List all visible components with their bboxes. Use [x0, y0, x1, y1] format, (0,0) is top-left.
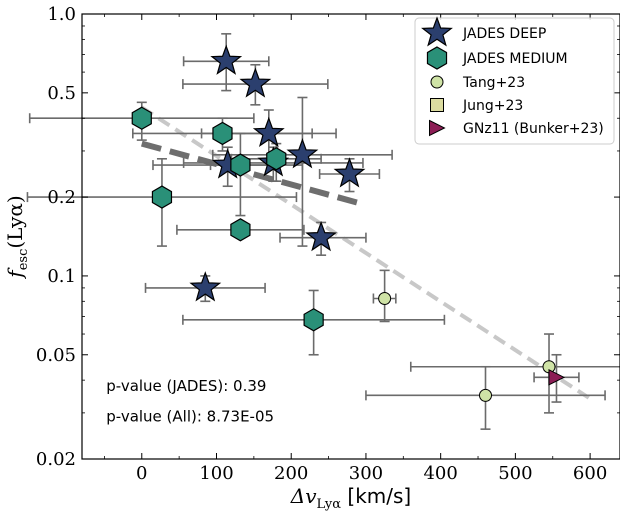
y-axis-label: fesc(Lyα)	[3, 195, 31, 279]
annotations: p-value (JADES): 0.39 p-value (All): 8.7…	[106, 377, 274, 426]
x-label-unit: [km/s]	[341, 484, 411, 508]
data-point-star	[189, 271, 222, 302]
y-label-sub: esc	[16, 249, 31, 271]
legend-label: JADES DEEP	[462, 26, 546, 42]
fit-lines	[140, 105, 592, 401]
annotation-pvalue-all: p-value (All): 8.73E-05	[106, 408, 274, 426]
legend-marker-circle	[430, 75, 444, 89]
legend-box	[414, 17, 615, 145]
legend-label: JADES MEDIUM	[462, 51, 568, 67]
x-tick-label: 400	[423, 463, 457, 484]
data-point-circle	[378, 291, 392, 305]
x-axis-label: ΔvLyα [km/s]	[290, 484, 411, 512]
data-point-circle	[479, 388, 492, 402]
legend-label: GNz11 (Bunker+23)	[463, 121, 604, 137]
x-label-main: Δv	[290, 484, 317, 508]
legend-label: Tang+23	[462, 75, 525, 91]
y-tick-label: 0.5	[47, 83, 76, 104]
data-point-star	[286, 138, 319, 169]
fit-line-2	[140, 105, 592, 401]
legend-marker-triangle-right	[429, 119, 446, 137]
data-points	[131, 44, 566, 402]
data-point-star	[305, 220, 338, 252]
y-tick-label: 0.1	[47, 266, 76, 287]
data-point-hexagon	[151, 185, 173, 209]
x-tick-label: 500	[498, 463, 532, 484]
legend-label: Jung+23	[462, 98, 523, 114]
error-bar	[409, 333, 620, 414]
legend-marker-square	[430, 98, 444, 112]
x-tick-label: 600	[573, 463, 607, 484]
axes: 0 100 200 300 400 500 600 0.02 0.05 0.1 0.2 0.5 1.0	[36, 4, 620, 484]
data-point-hexagon	[212, 121, 233, 146]
data-point-star	[210, 44, 243, 75]
axis-labels: ΔvLyα [km/s] fesc(Lyα)	[3, 195, 411, 512]
plot-frame	[81, 13, 620, 460]
x-tick-label: 100	[199, 463, 233, 484]
x-label-sub: Lyα	[317, 497, 342, 512]
x-tick-label: 200	[274, 463, 308, 484]
legend-marker-hexagon	[426, 46, 448, 70]
data-point-star	[252, 116, 285, 147]
legend: JADES DEEP JADES MEDIUM Tang+23 Jung+23 GNz1…	[414, 16, 615, 145]
data-point-hexagon	[230, 218, 251, 242]
legend-marker-star	[421, 16, 453, 47]
annotation-pvalue-jades: p-value (JADES): 0.39	[106, 377, 266, 395]
x-tick-label: 0	[136, 463, 147, 484]
y-tick-label: 0.2	[47, 187, 76, 208]
data-point-hexagon	[230, 153, 251, 177]
y-tick-label: 0.05	[36, 345, 76, 366]
x-tick-label: 300	[349, 463, 383, 484]
y-label-arg: (Lyα)	[3, 195, 27, 248]
y-tick-label: 1.0	[47, 4, 76, 25]
data-point-triangle-right	[548, 369, 566, 386]
y-tick-label: 0.02	[36, 449, 76, 470]
data-point-hexagon	[266, 147, 287, 171]
data-point-star	[239, 67, 272, 98]
data-point-hexagon	[131, 106, 152, 130]
fit-line-1	[140, 140, 360, 206]
data-point-star	[333, 157, 366, 188]
data-point-hexagon	[303, 308, 324, 332]
